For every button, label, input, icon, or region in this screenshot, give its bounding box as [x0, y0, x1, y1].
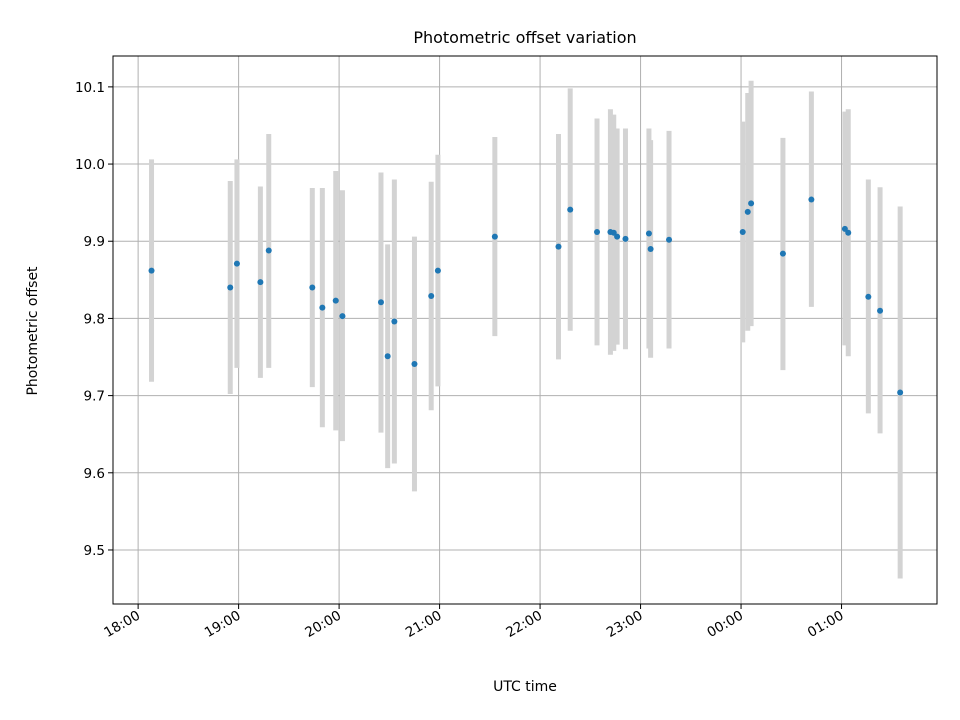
data-point: [779, 250, 786, 257]
data-point: [434, 267, 441, 274]
grid: [113, 56, 937, 604]
data-point: [428, 293, 435, 300]
data-point: [377, 299, 384, 306]
y-tick-label: 10.1: [75, 80, 105, 96]
data-point: [897, 389, 904, 396]
data-point: [594, 228, 601, 235]
data-points: [148, 196, 904, 396]
data-point: [257, 279, 264, 286]
data-point: [391, 318, 398, 325]
data-point: [647, 245, 654, 252]
y-tick-label: 9.7: [84, 389, 105, 405]
y-tick-label: 10.0: [75, 157, 105, 173]
data-point: [411, 360, 418, 367]
data-point: [614, 233, 621, 240]
y-tick-label: 9.6: [84, 466, 105, 482]
data-point: [384, 353, 391, 360]
data-point: [332, 297, 339, 304]
plot-area-frame: [112, 55, 938, 605]
data-point: [265, 247, 272, 254]
y-axis-ticks: 9.5 9.6 9.7 9.8 9.9 10.0 10.1: [75, 80, 113, 559]
data-point: [491, 233, 498, 240]
x-axis-label: UTC time: [493, 679, 557, 695]
chart-title: Photometric offset variation: [413, 28, 636, 47]
data-point: [645, 230, 652, 237]
data-point: [148, 267, 155, 274]
data-point: [567, 206, 574, 213]
data-point: [622, 235, 629, 242]
y-tick-label: 9.9: [84, 234, 105, 250]
data-point: [666, 236, 673, 243]
data-point: [845, 229, 852, 236]
data-point: [808, 196, 815, 203]
data-point: [744, 208, 751, 215]
y-tick-label: 9.8: [84, 311, 105, 327]
data-point: [227, 284, 234, 291]
data-point: [555, 243, 562, 250]
data-point: [319, 304, 326, 311]
data-point: [877, 307, 884, 314]
data-point: [739, 228, 746, 235]
data-point: [865, 293, 872, 300]
data-point: [339, 313, 346, 320]
data-point: [748, 200, 755, 207]
data-point: [233, 260, 240, 267]
data-point: [309, 284, 316, 291]
y-axis-label: Photometric offset: [25, 266, 41, 396]
y-tick-label: 9.5: [84, 543, 105, 559]
